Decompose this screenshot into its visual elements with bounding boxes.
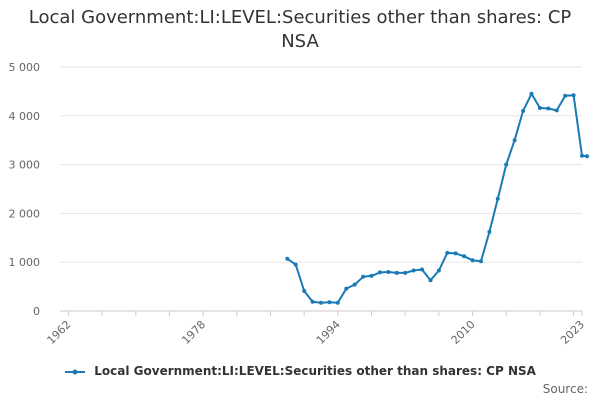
data-point[interactable] xyxy=(504,162,509,167)
data-point[interactable] xyxy=(487,229,492,234)
data-point[interactable] xyxy=(394,270,399,275)
source-label: Source: xyxy=(542,382,588,396)
data-point[interactable] xyxy=(529,91,534,96)
data-point[interactable] xyxy=(495,196,500,201)
data-point[interactable] xyxy=(436,268,441,273)
data-point[interactable] xyxy=(453,251,458,256)
data-point[interactable] xyxy=(420,267,424,272)
data-point[interactable] xyxy=(521,108,526,113)
data-point[interactable] xyxy=(479,259,483,264)
data-point[interactable] xyxy=(369,273,374,278)
series-layer xyxy=(285,91,589,305)
data-point[interactable] xyxy=(428,278,433,283)
data-point[interactable] xyxy=(344,286,349,291)
y-tick-label: 4 000 xyxy=(9,110,41,123)
grid-lines: 0 1 000 2 000 3 000 4 000 5 000 xyxy=(9,61,582,318)
data-point[interactable] xyxy=(285,256,290,261)
data-point[interactable] xyxy=(462,254,467,259)
chart-title-line-1: Local Government:LI:LEVEL:Securities oth… xyxy=(28,7,572,28)
x-tick-label: 2010 xyxy=(449,318,478,347)
y-tick-label: 3 000 xyxy=(9,159,41,172)
data-point[interactable] xyxy=(310,299,315,304)
series-line xyxy=(286,92,583,304)
data-point[interactable] xyxy=(293,262,298,267)
data-point[interactable] xyxy=(403,270,408,275)
data-point[interactable] xyxy=(319,300,323,305)
chart-title: Local Government:LI:LEVEL:Securities oth… xyxy=(0,6,600,54)
data-point[interactable] xyxy=(361,274,366,279)
data-point[interactable] xyxy=(302,289,307,293)
y-tick-label: 1 000 xyxy=(9,256,41,269)
data-point[interactable] xyxy=(352,282,357,287)
legend[interactable]: Local Government:LI:LEVEL:Securities oth… xyxy=(0,364,600,378)
y-tick-label: 2 000 xyxy=(9,207,41,220)
data-point[interactable] xyxy=(537,106,542,110)
data-point[interactable] xyxy=(411,268,416,273)
x-tick-label: 1994 xyxy=(314,318,343,347)
legend-swatch-icon xyxy=(65,369,86,374)
data-point[interactable] xyxy=(445,250,450,255)
data-point[interactable] xyxy=(571,93,576,98)
data-point[interactable] xyxy=(470,258,475,263)
data-point[interactable] xyxy=(563,93,568,98)
y-tick-label: 0 xyxy=(33,305,40,318)
x-tick-label: 1978 xyxy=(179,318,208,347)
data-point[interactable] xyxy=(546,106,551,111)
x-axis: 1962 1978 1994 2010 2023 xyxy=(45,310,587,347)
data-point[interactable] xyxy=(386,270,391,274)
data-point[interactable] xyxy=(335,300,340,305)
legend-label: Local Government:LI:LEVEL:Securities oth… xyxy=(94,364,536,378)
data-point[interactable] xyxy=(512,138,517,143)
x-tick-label: 2023 xyxy=(558,318,587,347)
data-point[interactable] xyxy=(377,270,382,275)
data-point[interactable] xyxy=(327,300,332,305)
y-tick-label: 5 000 xyxy=(9,61,41,74)
chart-title-line-2: NSA xyxy=(281,31,319,52)
x-tick-label: 1962 xyxy=(45,318,74,347)
data-point[interactable] xyxy=(554,108,559,113)
